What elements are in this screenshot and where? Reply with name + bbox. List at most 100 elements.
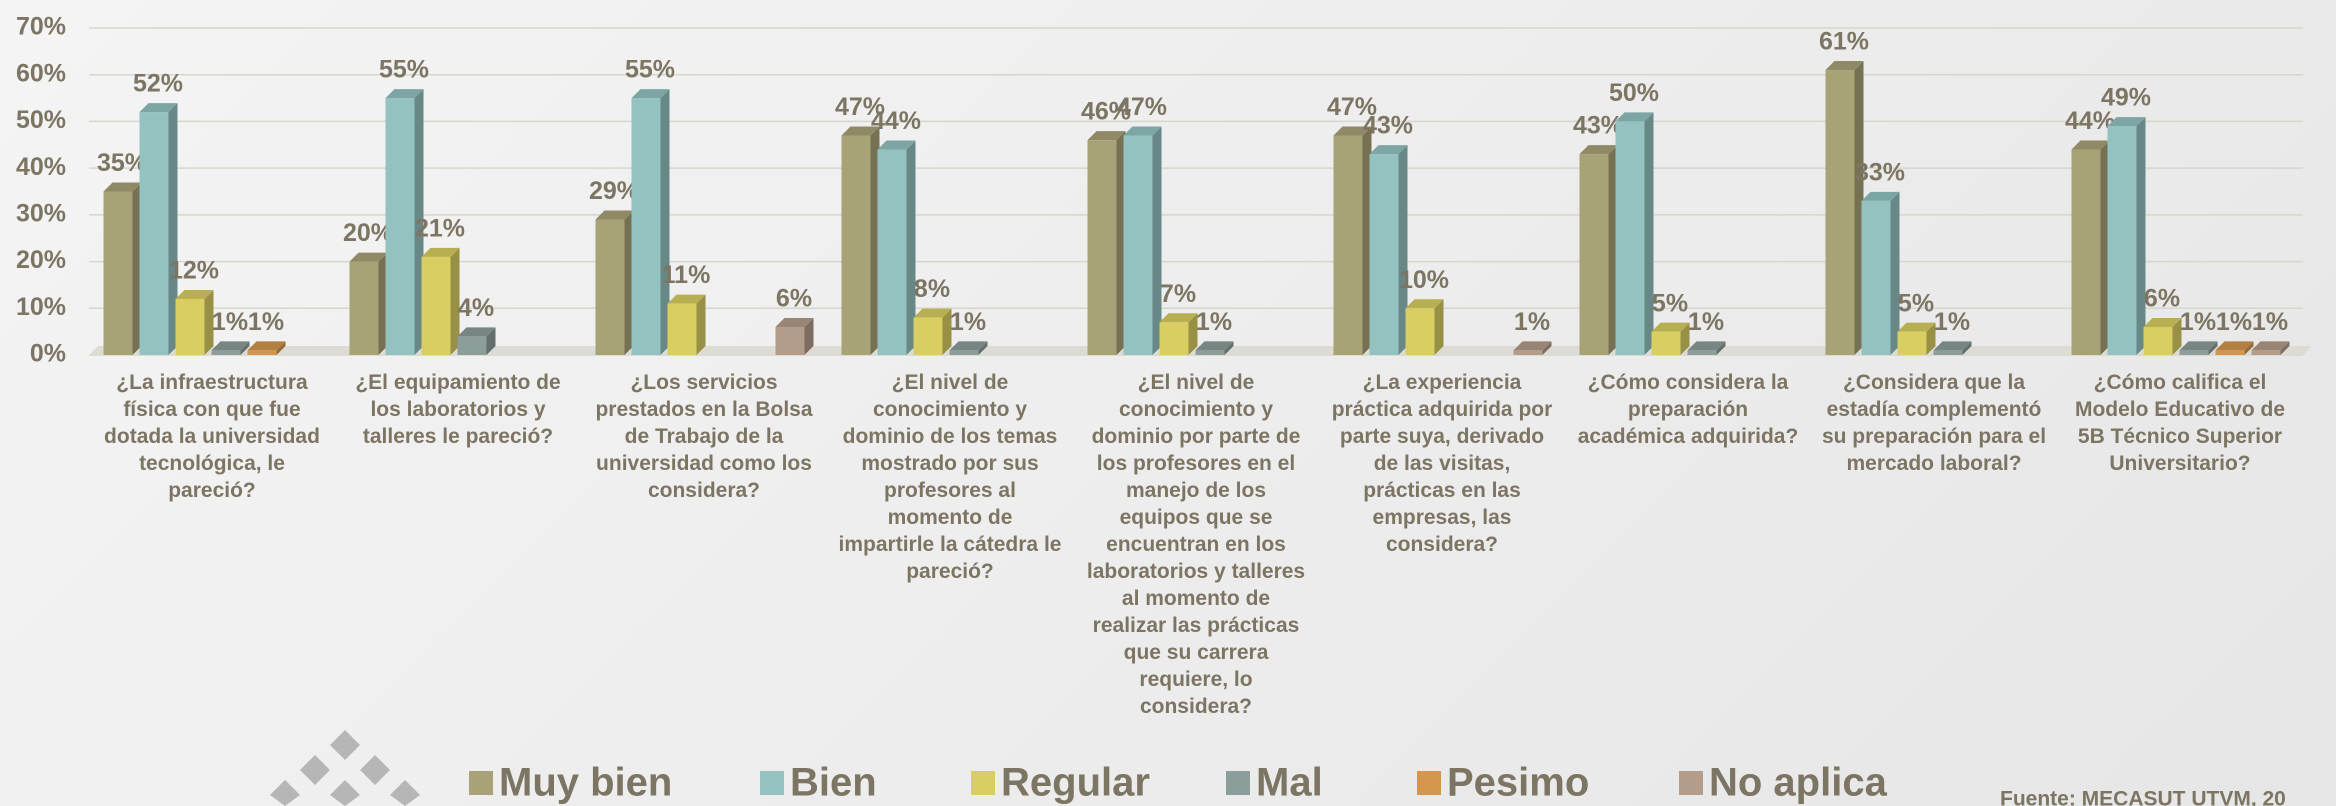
bar-front [1826, 70, 1855, 355]
bar-front [1934, 350, 1963, 355]
bar [1616, 112, 1654, 355]
bar-front [104, 192, 133, 356]
bar-front [1580, 154, 1609, 355]
bar-front [842, 135, 871, 355]
bar-front [1898, 332, 1927, 355]
value-label: 12% [169, 257, 219, 285]
bar-front [248, 350, 277, 355]
bar [140, 103, 178, 355]
legend-label: No aplica [1709, 761, 1888, 805]
value-label: 44% [871, 107, 921, 135]
legend-swatch [1679, 771, 1703, 795]
value-label: 8% [914, 275, 950, 303]
bar-side [1645, 112, 1654, 355]
bar [1334, 126, 1372, 355]
bar-front [1406, 308, 1435, 355]
bar-front [458, 336, 487, 355]
bar-front [2108, 126, 2137, 355]
value-label: 1% [2180, 308, 2216, 336]
y-tick-label: 40% [16, 153, 66, 181]
page: 0%10%20%30%40%50%60%70%35%52%12%1%1%20%5… [0, 0, 2336, 806]
bar [1406, 299, 1444, 355]
bar-front [1124, 135, 1153, 355]
bar [1088, 131, 1126, 355]
x-tick-label: ¿La experiencia práctica adquirida por p… [1329, 369, 1555, 558]
bar [1160, 313, 1198, 355]
bar [1652, 323, 1690, 355]
y-tick-label: 20% [16, 246, 66, 274]
bar [1826, 61, 1864, 355]
bar-front [1370, 154, 1399, 355]
bar-front [2180, 350, 2209, 355]
bar [668, 295, 706, 355]
value-label: 1% [2252, 308, 2288, 336]
bar-side [2137, 117, 2146, 355]
bar [632, 89, 670, 355]
y-tick-label: 30% [16, 199, 66, 227]
x-tick-label: ¿La infraestructura física con que fue d… [99, 369, 325, 504]
x-tick-label: ¿El nivel de conocimiento y dominio por … [1083, 369, 1309, 720]
source-note: Fuente: MECASUT UTVM, 20 [2000, 788, 2286, 806]
bar-front [140, 112, 169, 355]
bar [878, 140, 916, 355]
legend-swatch [1226, 771, 1250, 795]
bar-front [1616, 121, 1645, 355]
bar-front [1088, 140, 1117, 355]
bar [422, 248, 460, 355]
value-label: 47% [1117, 93, 1167, 121]
value-label: 50% [1609, 79, 1659, 107]
bar-side [1891, 192, 1900, 355]
bar [176, 290, 214, 355]
value-label: 6% [776, 285, 812, 313]
bar-front [386, 98, 415, 355]
bar-side [1153, 126, 1162, 355]
bar-front [914, 318, 943, 355]
bar-front [1688, 350, 1717, 355]
legend-swatch [760, 771, 784, 795]
value-label: 1% [2216, 308, 2252, 336]
bar-front [950, 350, 979, 355]
y-tick-label: 50% [16, 106, 66, 134]
bar [350, 253, 388, 355]
bar-front [2144, 327, 2173, 355]
bar [776, 318, 814, 355]
value-label: 1% [1196, 308, 1232, 336]
bar-front [1652, 332, 1681, 355]
value-label: 7% [1160, 280, 1196, 308]
legend-swatch [1417, 771, 1441, 795]
bar-front [668, 304, 697, 355]
y-tick-label: 60% [16, 59, 66, 87]
bar-front [2216, 350, 2245, 355]
value-label: 1% [1688, 308, 1724, 336]
value-label: 1% [1514, 308, 1550, 336]
bar-front [776, 327, 805, 355]
bar-front [1334, 135, 1363, 355]
legend-label: Regular [1001, 761, 1150, 805]
value-label: 49% [2101, 84, 2151, 112]
bar [914, 309, 952, 355]
bar-front [212, 350, 241, 355]
value-label: 6% [2144, 285, 2180, 313]
bar-side [697, 295, 706, 355]
bar [596, 211, 634, 355]
x-tick-label: ¿Cómo considera la preparación académica… [1575, 369, 1801, 450]
legend-label: Mal [1256, 761, 1323, 805]
value-label: 10% [1399, 266, 1449, 294]
x-tick-label: ¿El nivel de conocimiento y dominio de l… [837, 369, 1063, 585]
bar [458, 327, 496, 355]
value-label: 55% [625, 56, 675, 84]
bar-front [350, 262, 379, 355]
bar-front [176, 299, 205, 355]
bar-side [1435, 299, 1444, 355]
value-label: 52% [133, 70, 183, 98]
y-tick-label: 70% [16, 13, 66, 41]
bar [842, 126, 880, 355]
bar-front [878, 149, 907, 355]
x-tick-label: ¿Los servicios prestados en la Bolsa de … [591, 369, 817, 504]
bar-front [1862, 201, 1891, 355]
logo [270, 730, 420, 806]
value-label: 11% [662, 261, 711, 289]
bar [1580, 145, 1618, 355]
bar-front [1160, 322, 1189, 355]
bar [1862, 192, 1900, 355]
